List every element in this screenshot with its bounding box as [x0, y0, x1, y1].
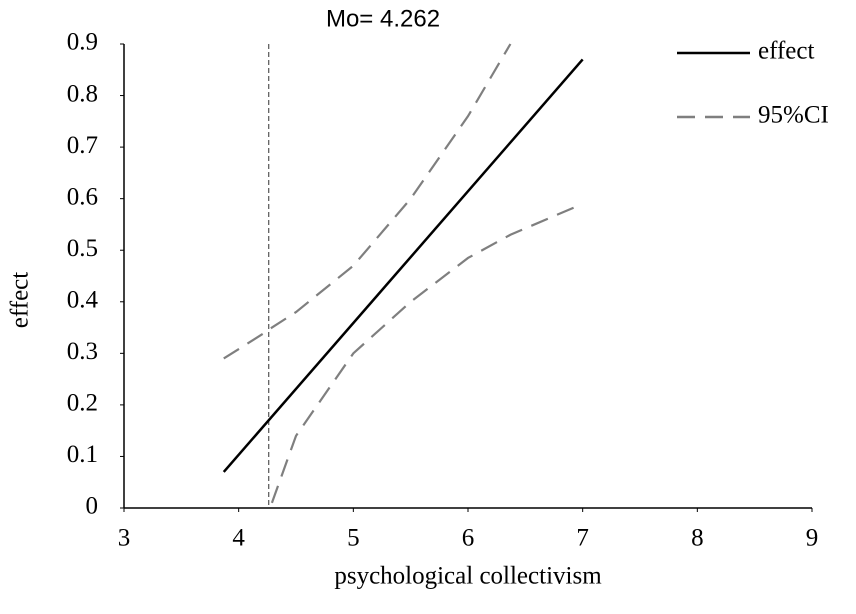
y-tick-label: 0.9	[67, 29, 98, 56]
y-tick-label: 0	[86, 493, 99, 520]
ci-upper-line	[223, 43, 512, 360]
y-tick-label: 0.8	[67, 80, 98, 107]
y-tick-label: 0.6	[67, 183, 98, 210]
x-tick-label: 7	[576, 525, 589, 552]
x-tick-label: 9	[806, 525, 819, 552]
effect-line	[222, 58, 584, 473]
y-axis-title: effect	[7, 272, 34, 328]
x-axis-title: psychological collectivism	[334, 563, 602, 590]
x-tick-label: 4	[232, 525, 245, 552]
y-tick-label: 0.7	[67, 132, 98, 159]
y-tick-label: 0.4	[67, 287, 99, 314]
annotation: Mo= 4.262	[326, 5, 440, 32]
x-tick-label: 5	[347, 525, 360, 552]
y-tick-label: 0.1	[67, 441, 98, 468]
legend-label: effect	[758, 38, 814, 65]
x-tick-label: 8	[691, 525, 704, 552]
ci-lower-line	[270, 202, 584, 504]
y-tick-label: 0.2	[67, 390, 98, 417]
x-tick-label: 3	[118, 525, 131, 552]
x-tick-label: 6	[462, 525, 475, 552]
y-tick-label: 0.3	[67, 338, 98, 365]
y-tick-label: 0.5	[67, 235, 98, 262]
legend-label: 95%CI	[758, 102, 829, 129]
